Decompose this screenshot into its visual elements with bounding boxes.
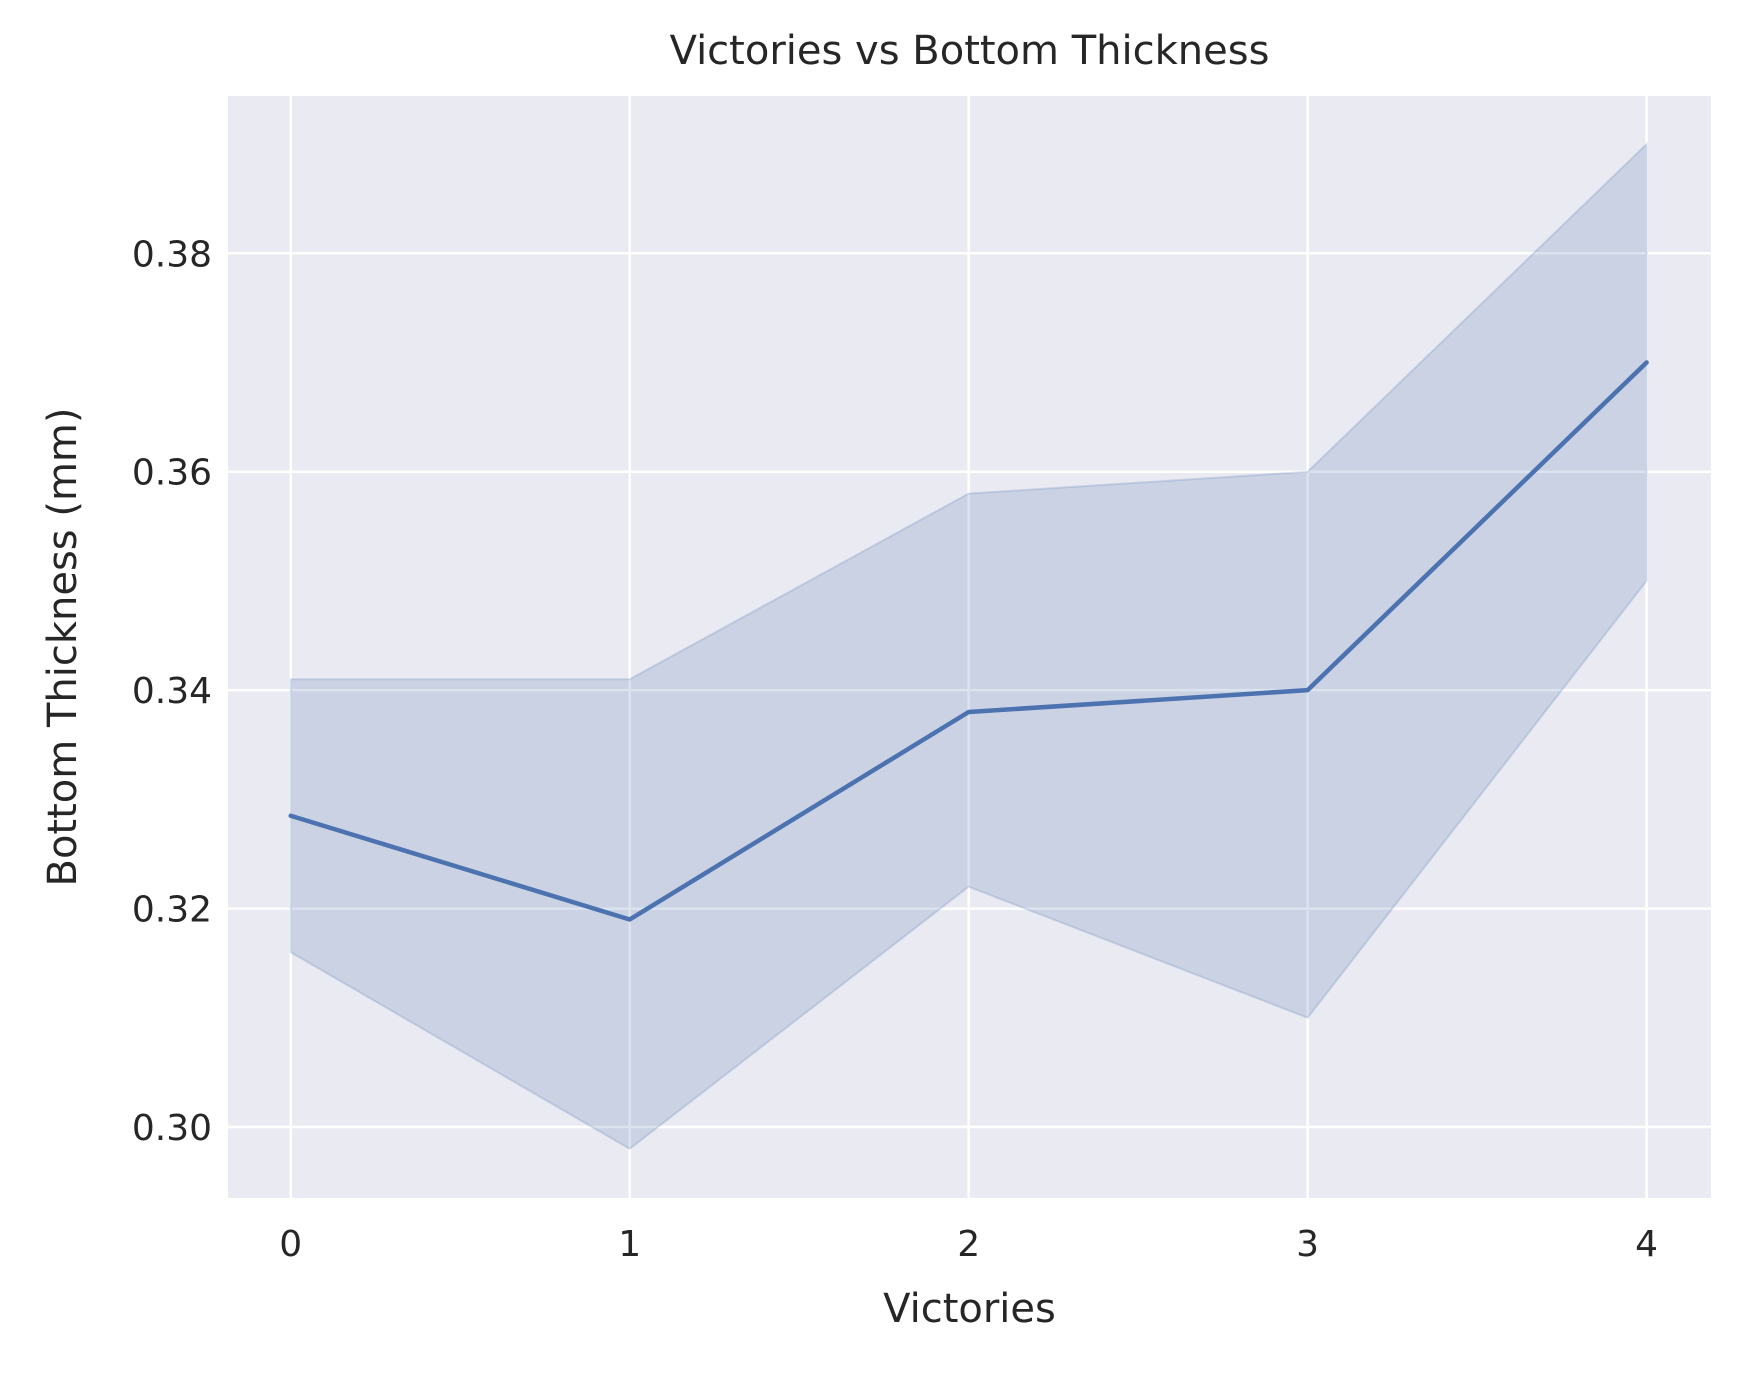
- confidence-bands: [289, 141, 1648, 1151]
- y-tick-label: 0.30: [132, 1108, 212, 1149]
- y-tick-label: 0.36: [132, 453, 212, 494]
- series-line: [288, 360, 1649, 922]
- x-tick-label: 1: [618, 1224, 641, 1265]
- x-tick-label: 2: [957, 1224, 980, 1265]
- x-gridlines: [289, 96, 1648, 1198]
- y-tick-label: 0.38: [132, 234, 212, 275]
- y-axis-label: Bottom Thickness (mm): [40, 408, 86, 887]
- x-tick-label: 4: [1635, 1224, 1658, 1265]
- series-lines: [288, 360, 1649, 922]
- confidence-band: [289, 141, 1648, 1151]
- x-axis-label: Victories: [883, 1286, 1056, 1332]
- y-gridlines: [228, 252, 1711, 1129]
- y-tick-label: 0.34: [132, 671, 212, 712]
- x-tick-label: 3: [1296, 1224, 1319, 1265]
- chart-title: Victories vs Bottom Thickness: [670, 28, 1270, 74]
- x-tick-labels: 0 1 2 3 4: [279, 1224, 1658, 1265]
- y-tick-labels: 0.30 0.32 0.34 0.36 0.38: [132, 234, 212, 1149]
- x-tick-label: 0: [279, 1224, 302, 1265]
- y-tick-label: 0.32: [132, 890, 212, 931]
